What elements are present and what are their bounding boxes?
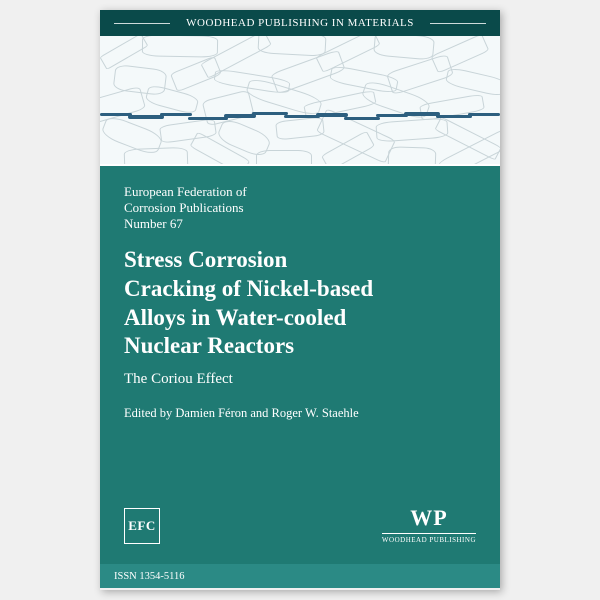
efc-logo: EFC: [124, 508, 160, 544]
series-line-1: European Federation of: [124, 184, 476, 200]
book-subtitle: The Coriou Effect: [124, 371, 476, 388]
micrograph-image: [100, 36, 500, 164]
book-title: Stress CorrosionCracking of Nickel-based…: [124, 246, 476, 361]
publisher-logo-box: WP WOODHEAD PUBLISHING: [382, 505, 476, 544]
series-number: Number 67: [124, 216, 476, 232]
book-editors: Edited by Damien Féron and Roger W. Stae…: [124, 406, 476, 421]
book-cover: WOODHEAD PUBLISHING IN MATERIALS Europea…: [100, 10, 500, 590]
publisher-name: WOODHEAD PUBLISHING: [382, 533, 476, 544]
cover-body: European Federation of Corrosion Publica…: [100, 166, 500, 588]
issn-text: ISSN 1354-5116: [114, 571, 185, 582]
series-band: WOODHEAD PUBLISHING IN MATERIALS: [100, 10, 500, 36]
series-line-2: Corrosion Publications: [124, 200, 476, 216]
publisher-logo: WP: [382, 505, 476, 531]
issn-bar: ISSN 1354-5116: [100, 564, 500, 588]
